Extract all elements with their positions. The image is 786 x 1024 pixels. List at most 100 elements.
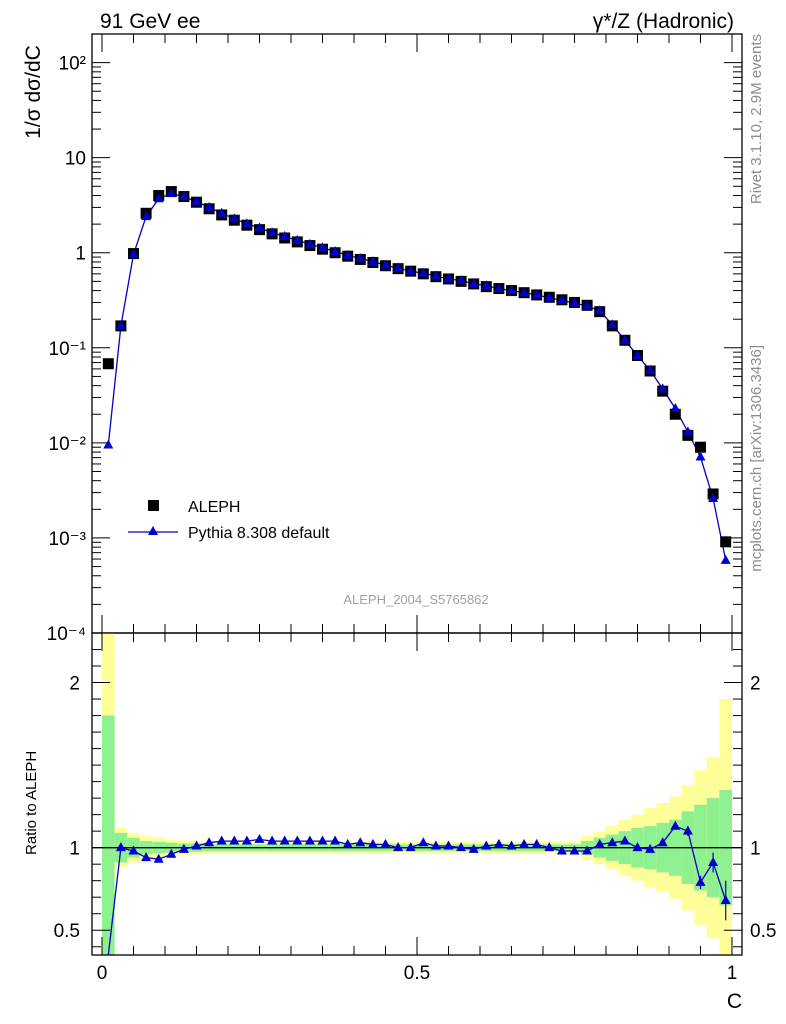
pythia-point xyxy=(430,270,441,280)
ratio-panel: 0.5 0.5 1 1 2 2 0 0.5 1 Ratio to ALEPH C xyxy=(23,632,776,1013)
pythia-point xyxy=(695,451,706,461)
ratio-point xyxy=(330,835,341,845)
pythia-point xyxy=(645,364,656,374)
main-y-tick-label: 10 xyxy=(65,149,86,170)
pythia-point xyxy=(367,255,378,265)
legend: ALEPH Pythia 8.308 default xyxy=(128,499,330,542)
ratio-point xyxy=(544,842,555,852)
main-y-tick-label: 10² xyxy=(59,54,86,75)
pythia-point xyxy=(556,294,567,304)
pythia-point xyxy=(418,267,429,277)
pythia-point xyxy=(241,218,252,228)
ratio-point xyxy=(317,835,328,845)
ratio-axes: 0.5 0.5 1 1 2 2 0 0.5 1 xyxy=(54,632,776,984)
ratio-point xyxy=(292,835,303,845)
ratio-y-tick-label-right: 1 xyxy=(750,839,761,860)
pythia-point xyxy=(544,292,555,302)
main-y-tick-label: 10⁻³ xyxy=(49,529,87,550)
ratio-y-axis-label: Ratio to ALEPH xyxy=(23,751,40,855)
ratio-point xyxy=(128,845,139,855)
pythia-point xyxy=(493,283,504,293)
ratio-point xyxy=(216,835,227,845)
pythia-point xyxy=(682,426,693,436)
ratio-point xyxy=(367,838,378,848)
ratio-point xyxy=(115,842,126,852)
pythia-point xyxy=(279,231,290,241)
pythia-point xyxy=(292,234,303,244)
pythia-point xyxy=(531,289,542,299)
pythia-point xyxy=(191,196,202,206)
main-y-tick-label: 10⁻⁴ xyxy=(47,624,86,645)
ratio-y-tick-label-left: 2 xyxy=(69,674,80,695)
legend-label-pythia: Pythia 8.308 default xyxy=(188,525,330,542)
main-y-tick-label: 10⁻² xyxy=(49,434,87,455)
ratio-point xyxy=(241,835,252,845)
pythia-point xyxy=(393,262,404,272)
x-tick-label: 1 xyxy=(727,963,738,984)
aleph-point xyxy=(102,358,114,370)
ratio-point xyxy=(493,838,504,848)
pythia-point xyxy=(405,265,416,275)
main-y-axis-label: 1/σ dσ/dC xyxy=(22,45,45,139)
ratio-point xyxy=(153,853,164,863)
ratio-point xyxy=(708,857,719,867)
pythia-point xyxy=(720,554,731,564)
ratio-point xyxy=(229,835,240,845)
legend-marker-pythia xyxy=(148,526,158,535)
ratio-point xyxy=(178,843,189,853)
pythia-point xyxy=(380,259,391,269)
pythia-point xyxy=(141,211,152,221)
aleph-point xyxy=(695,441,706,453)
pythia-point xyxy=(468,278,479,288)
ratio-point xyxy=(405,842,416,852)
pythia-point xyxy=(229,213,240,223)
pythia-point xyxy=(594,305,605,315)
aleph-point xyxy=(669,408,681,420)
ratio-point xyxy=(506,840,517,850)
ratio-point xyxy=(619,835,630,845)
pythia-point xyxy=(456,275,467,285)
ratio-point xyxy=(393,842,404,852)
ratio-point xyxy=(720,895,731,905)
ratio-data-marks xyxy=(107,820,731,956)
ratio-point xyxy=(355,837,366,847)
ratio-point xyxy=(254,833,265,843)
ratio-point xyxy=(682,825,693,835)
ratio-point xyxy=(531,838,542,848)
ratio-point xyxy=(380,838,391,848)
ratio-point xyxy=(456,842,467,852)
pythia-point xyxy=(481,280,492,290)
ratio-point xyxy=(468,843,479,853)
ratio-point xyxy=(569,845,580,855)
pythia-point xyxy=(103,439,114,449)
ratio-point xyxy=(556,845,567,855)
ratio-point xyxy=(582,845,593,855)
ratio-y-tick-label-left: 0.5 xyxy=(54,921,80,942)
ratio-point xyxy=(632,842,643,852)
main-data-marks xyxy=(102,186,732,564)
pythia-point xyxy=(657,383,668,393)
pythia-point xyxy=(166,187,177,197)
legend-label-aleph: ALEPH xyxy=(188,499,240,516)
pythia-point xyxy=(153,193,164,203)
ratio-point xyxy=(267,835,278,845)
main-y-tick-label: 1 xyxy=(75,244,86,265)
pythia-point xyxy=(115,320,126,330)
main-axes: 10⁻⁴ 10⁻³ 10⁻² 10⁻¹ 1 10 10² xyxy=(47,33,743,645)
pythia-point xyxy=(619,334,630,344)
ratio-point xyxy=(304,835,315,845)
main-frame xyxy=(91,33,743,634)
pythia-point xyxy=(632,350,643,360)
header-right-label: γ*/Z (Hadronic) xyxy=(593,10,734,33)
ratio-uncertainty-bands xyxy=(102,633,732,955)
pythia-point xyxy=(607,319,618,329)
pythia-point xyxy=(254,222,265,232)
pythia-point xyxy=(216,207,227,217)
header-left-label: 91 GeV ee xyxy=(100,10,200,33)
ratio-point xyxy=(594,838,605,848)
analysis-label: ALEPH_2004_S5765862 xyxy=(343,592,488,607)
ratio-point xyxy=(695,876,706,886)
mcplots-reference-label: mcplots.cern.ch [arXiv:1306.3436] xyxy=(748,345,765,572)
pythia-point xyxy=(204,201,215,211)
ratio-point xyxy=(166,848,177,858)
